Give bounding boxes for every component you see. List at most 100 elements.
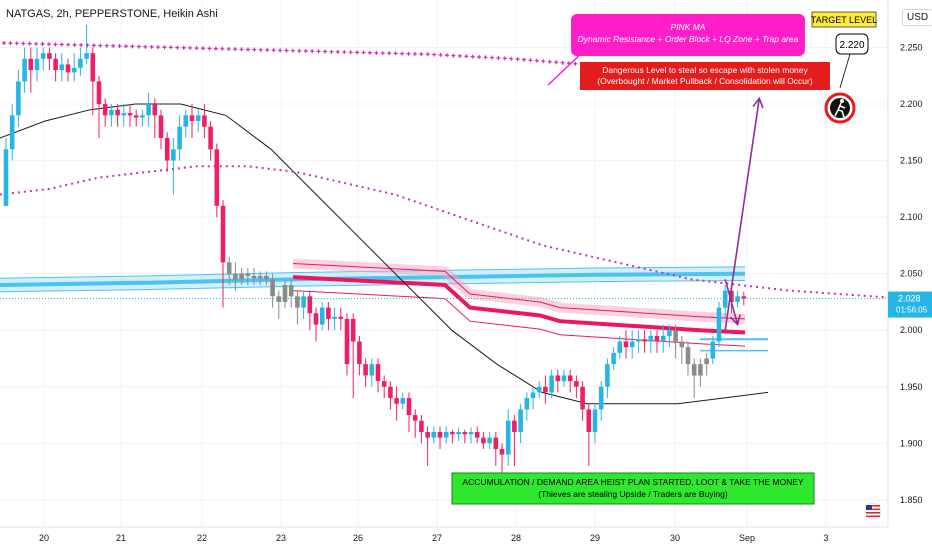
currency-label[interactable]: USD bbox=[902, 9, 932, 26]
moving-averages bbox=[0, 40, 889, 405]
ema-band-lower bbox=[0, 280, 746, 293]
candle-body bbox=[65, 64, 71, 73]
candle-body bbox=[505, 420, 511, 455]
thief-icon-figure bbox=[834, 102, 846, 118]
candle-body bbox=[648, 335, 654, 342]
candle-body bbox=[146, 104, 151, 116]
annotations-overlay: PINK MA Dynamic Resistance + Order Block … bbox=[0, 11, 888, 505]
candle-body bbox=[450, 432, 455, 435]
pink-ma-marker bbox=[53, 42, 58, 47]
candle-body bbox=[499, 448, 505, 455]
y-tick-label: 1.850 bbox=[900, 495, 923, 505]
accumulation-line1: ACCUMULATION / DEMAND AREA HEIST PLAN ST… bbox=[462, 477, 804, 487]
candle-body bbox=[567, 375, 573, 382]
candle-body bbox=[313, 313, 319, 325]
candle-body bbox=[121, 113, 127, 116]
pink-ma-marker bbox=[367, 50, 372, 55]
candle-body bbox=[319, 307, 325, 325]
candle-body bbox=[524, 398, 530, 410]
last-price-countdown: 01:56:05 bbox=[896, 306, 928, 315]
candle-body bbox=[481, 437, 486, 444]
x-tick-label: 26 bbox=[353, 533, 363, 543]
candle-body bbox=[34, 58, 40, 71]
candle-body bbox=[586, 409, 592, 433]
candle-body bbox=[530, 392, 536, 399]
last-price-value: 2.028 bbox=[898, 294, 921, 304]
candle-body bbox=[295, 296, 300, 308]
candle-body bbox=[189, 115, 195, 122]
candle-body bbox=[133, 115, 139, 118]
pink-ma-marker bbox=[111, 43, 116, 48]
y-tick-label: 2.100 bbox=[900, 212, 923, 222]
candle-body bbox=[487, 437, 492, 444]
candle-body bbox=[90, 53, 96, 82]
candle-body bbox=[183, 115, 189, 127]
candle-body bbox=[270, 279, 275, 297]
pink-ma-marker bbox=[554, 60, 559, 65]
accumulation-box bbox=[451, 472, 815, 505]
candle-body bbox=[251, 275, 257, 279]
candle-body bbox=[301, 296, 306, 308]
candle-body bbox=[245, 273, 251, 276]
pink-ma-marker bbox=[355, 50, 360, 55]
candle-body bbox=[443, 432, 449, 438]
thief-icon-inner bbox=[830, 98, 850, 118]
pink-ma-marker bbox=[560, 60, 565, 65]
x-tick-label: 28 bbox=[511, 533, 521, 543]
pink-ma-marker bbox=[72, 42, 77, 47]
pink-ma-marker bbox=[117, 44, 122, 49]
candle-body bbox=[536, 386, 542, 393]
candle-body bbox=[22, 58, 27, 82]
pink-ma-marker bbox=[380, 51, 385, 56]
target-level-label: TARGET LEVEL bbox=[811, 15, 877, 25]
pink-ma-marker bbox=[130, 44, 135, 49]
candle-body bbox=[574, 381, 579, 387]
pink-ma-marker bbox=[265, 47, 270, 52]
candle-body bbox=[220, 205, 226, 263]
pink-ma-marker bbox=[136, 44, 141, 49]
candle-body bbox=[512, 420, 517, 433]
time-axis[interactable]: 20 21 22 23 26 27 28 29 30 Sep 3 bbox=[0, 526, 932, 550]
candle-body bbox=[716, 307, 722, 342]
target-value-box bbox=[835, 33, 869, 55]
pink-ma-marker bbox=[348, 50, 353, 55]
candle-body bbox=[735, 296, 740, 302]
candle-body bbox=[233, 273, 238, 280]
candle-body bbox=[338, 316, 344, 319]
danger-box bbox=[580, 62, 830, 90]
x-tick-label: 30 bbox=[670, 533, 680, 543]
pink-ma-marker bbox=[528, 58, 533, 63]
x-tick-label: Sep bbox=[739, 533, 755, 543]
candle-body bbox=[344, 318, 350, 365]
candle-body bbox=[109, 109, 114, 116]
pink-ma-marker bbox=[162, 45, 167, 50]
candle-body bbox=[456, 432, 461, 435]
candle-body bbox=[691, 364, 697, 376]
price-axis-bg bbox=[888, 0, 932, 550]
candle-body bbox=[276, 296, 282, 302]
candle-body bbox=[419, 420, 424, 433]
y-tick-label: 2.200 bbox=[900, 99, 923, 109]
pink-ma-marker bbox=[220, 46, 225, 51]
candle-body bbox=[28, 58, 34, 71]
price-axis[interactable]: 2.250 2.200 2.150 2.100 2.050 2.000 1.950 1.900… bbox=[864, 0, 932, 550]
pink-ma-marker bbox=[323, 49, 328, 54]
candle-body bbox=[375, 364, 381, 382]
pink-ma-marker bbox=[457, 53, 462, 58]
candle-body bbox=[326, 307, 331, 319]
pink-ma-marker bbox=[181, 45, 186, 50]
pink-ma-marker bbox=[444, 53, 449, 58]
candle-body bbox=[406, 398, 412, 416]
candle-body bbox=[629, 341, 635, 348]
pink-ma-marker bbox=[406, 51, 411, 56]
y-tick-label: 2.150 bbox=[900, 156, 923, 166]
candle-body bbox=[307, 296, 313, 314]
pink-ma-marker bbox=[98, 43, 103, 48]
pink-ma-marker bbox=[85, 43, 90, 48]
candle-body bbox=[636, 339, 641, 342]
candle-body bbox=[195, 115, 201, 122]
slow-ma-line bbox=[0, 103, 769, 405]
x-tick-label: 20 bbox=[39, 533, 49, 543]
candle-body bbox=[605, 364, 610, 387]
